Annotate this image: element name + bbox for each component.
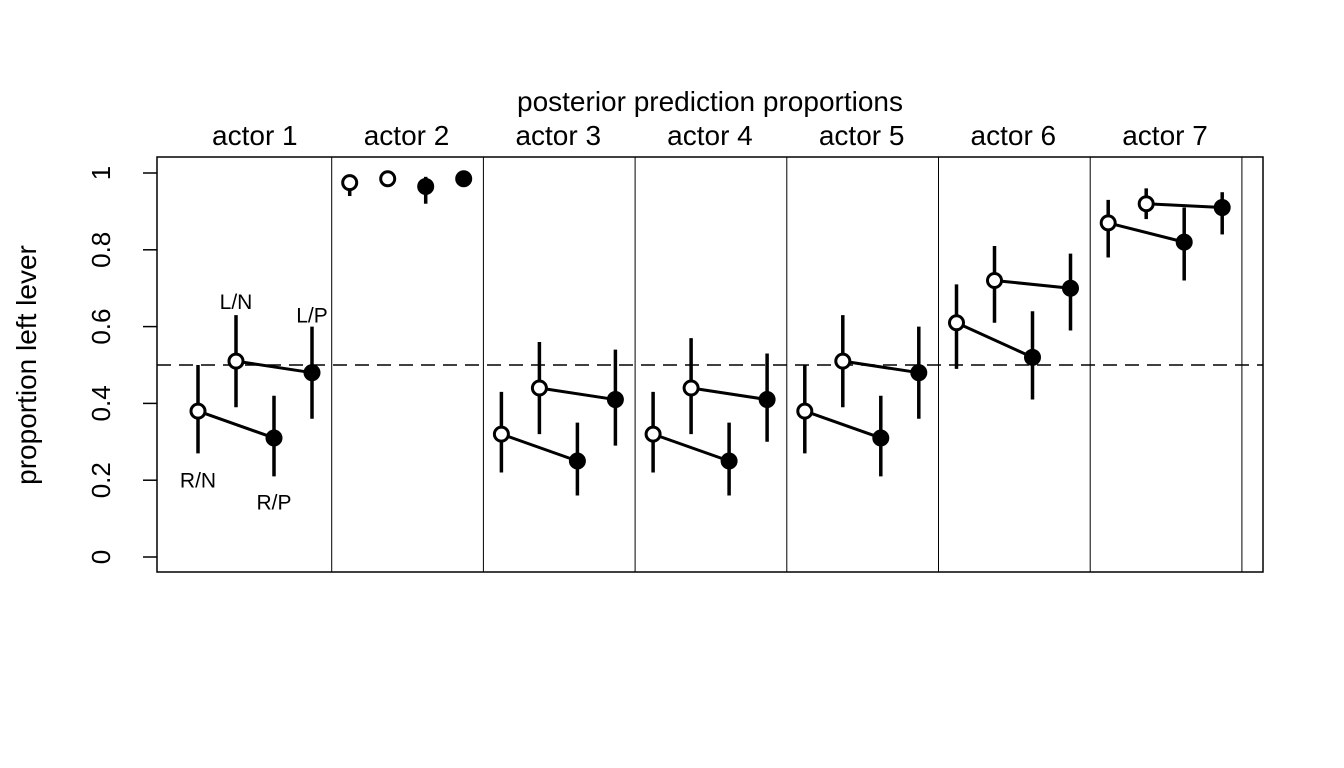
y-tick-label: 0.2 (86, 462, 116, 498)
point-filled (568, 452, 586, 470)
point-filled (606, 391, 624, 409)
point-open (948, 314, 965, 332)
point-open (682, 379, 700, 397)
condition-label: L/N (220, 291, 253, 314)
connecting-line (539, 386, 616, 402)
y-axis-label: proportion left lever (11, 245, 42, 485)
actor-label-4: actor 4 (667, 120, 753, 151)
connecting-line (994, 279, 1071, 290)
actor-label-3: actor 3 (515, 120, 601, 151)
point-open (644, 425, 662, 443)
connecting-line (842, 359, 920, 375)
condition-label: R/P (256, 491, 291, 514)
connecting-line (1146, 202, 1223, 210)
y-tick-label: 0 (86, 550, 116, 564)
point-open (189, 402, 207, 420)
actor-label-2: actor 2 (364, 120, 450, 151)
chart-title: posterior prediction proportions (517, 86, 903, 117)
point-open (1137, 195, 1155, 213)
point-open (834, 352, 852, 370)
point-open (227, 352, 245, 370)
point-filled (265, 429, 283, 447)
actor-label-5: actor 5 (819, 120, 905, 151)
actor-label-1: actor 1 (212, 120, 298, 151)
point-open (379, 170, 397, 188)
actor-label-6: actor 6 (971, 120, 1057, 151)
point-open (530, 379, 548, 397)
connecting-line (690, 386, 768, 402)
point-open (341, 174, 359, 192)
point-open (986, 272, 1003, 290)
y-tick-label: 0.8 (86, 232, 116, 268)
point-filled (455, 170, 473, 188)
y-tick-label: 1 (86, 166, 116, 180)
connecting-line (235, 359, 313, 375)
condition-label: R/N (180, 469, 216, 492)
point-filled (1062, 279, 1079, 297)
point-filled (417, 177, 435, 195)
connecting-line (652, 432, 730, 463)
point-filled (910, 364, 928, 382)
connecting-line (197, 409, 275, 440)
y-tick-label: 0.6 (86, 309, 116, 345)
connecting-line (500, 432, 578, 463)
connecting-line (955, 321, 1034, 359)
point-open (492, 425, 510, 443)
point-open (796, 402, 814, 420)
point-open (1099, 214, 1117, 232)
point-filled (1213, 199, 1231, 217)
connecting-line (1107, 221, 1185, 244)
connecting-line (804, 409, 882, 440)
condition-label: L/P (296, 305, 328, 328)
point-filled (720, 452, 738, 470)
point-filled (303, 364, 321, 382)
point-filled (872, 429, 890, 447)
point-filled (1024, 348, 1041, 366)
chart-marks: 0 0.2 0.4 0.6 0.8 1 actor 1 actor 2 actor 3 actor… (86, 120, 1263, 572)
y-tick-label: 0.4 (86, 385, 116, 421)
actor-label-7: actor 7 (1122, 120, 1208, 151)
point-filled (1175, 233, 1193, 251)
point-filled (758, 391, 776, 409)
